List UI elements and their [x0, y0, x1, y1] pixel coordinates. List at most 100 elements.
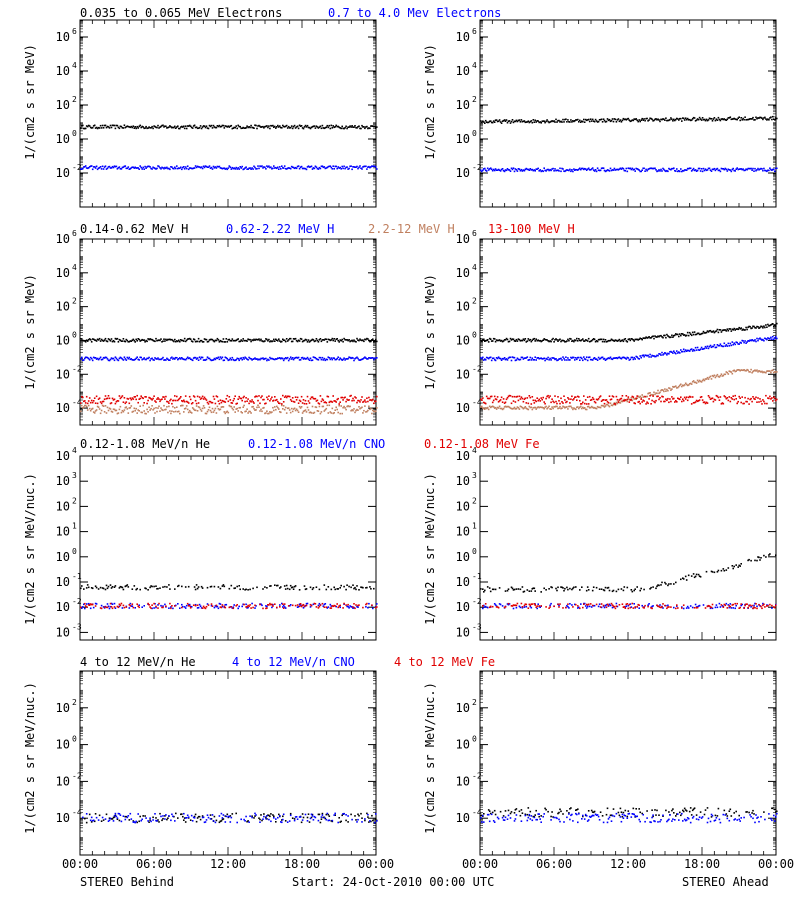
data-point [371, 125, 373, 127]
data-point [645, 336, 647, 338]
data-point [201, 167, 204, 170]
data-point [723, 118, 726, 120]
data-point [369, 127, 371, 130]
data-point [152, 339, 154, 342]
data-point [547, 356, 549, 359]
data-point [223, 167, 226, 169]
data-point [336, 125, 338, 128]
data-point [659, 397, 661, 399]
data-point [329, 127, 332, 130]
data-point [294, 356, 297, 359]
data-point [583, 358, 586, 360]
data-point [273, 409, 275, 412]
data-point [222, 124, 225, 127]
data-point [101, 124, 104, 127]
data-point [682, 117, 684, 119]
data-point [325, 358, 328, 361]
data-point [731, 168, 734, 171]
data-point [105, 168, 108, 170]
data-point [638, 396, 640, 399]
data-point [277, 124, 279, 127]
data-point [739, 168, 741, 170]
data-point [527, 408, 530, 411]
data-point [534, 406, 536, 409]
data-point [676, 117, 678, 120]
data-point [128, 126, 131, 128]
data-point [128, 402, 131, 405]
data-point [580, 121, 582, 123]
data-point [519, 169, 522, 172]
data-point [301, 412, 304, 414]
data-point [759, 326, 761, 329]
data-point [267, 126, 269, 129]
data-point [186, 125, 189, 127]
data-point [289, 398, 292, 401]
data-point [170, 398, 172, 401]
data-point [683, 334, 686, 336]
data-point [752, 167, 754, 170]
data-point [165, 359, 167, 361]
data-point [276, 584, 278, 587]
data-point [560, 357, 562, 360]
legend-row3-s2: 0.12-1.08 MeV/n CNO [248, 437, 385, 451]
data-point [354, 166, 356, 168]
data-point [281, 404, 283, 407]
data-point [172, 167, 174, 170]
data-point [112, 340, 115, 342]
data-point [81, 338, 83, 340]
data-point [565, 406, 567, 408]
data-point [357, 357, 359, 360]
data-point [572, 356, 574, 359]
data-point [337, 339, 339, 342]
data-point [231, 356, 234, 359]
data-point [138, 338, 140, 341]
data-point [488, 405, 491, 408]
data-point [84, 165, 87, 167]
data-point [481, 340, 483, 342]
data-point [710, 346, 713, 349]
data-point [752, 325, 754, 328]
data-point [302, 399, 305, 401]
data-point [558, 400, 560, 402]
data-point [269, 166, 271, 169]
data-point [608, 357, 611, 360]
data-point [164, 398, 166, 400]
data-point [677, 170, 679, 173]
data-point [775, 325, 777, 327]
data-point [197, 166, 200, 168]
data-point [365, 411, 367, 413]
data-point [182, 126, 184, 128]
data-point [284, 395, 287, 397]
data-point [729, 116, 732, 118]
data-point [667, 397, 669, 400]
data-point [376, 340, 378, 343]
data-point [305, 411, 308, 413]
data-point [164, 603, 166, 606]
data-point [289, 584, 292, 587]
data-point [698, 116, 701, 119]
data-point [82, 407, 84, 409]
data-point [164, 125, 166, 127]
data-point [727, 329, 730, 332]
data-point [299, 125, 302, 127]
data-point [139, 588, 141, 591]
data-point [688, 395, 691, 398]
data-point [308, 411, 311, 414]
data-point [240, 397, 242, 400]
data-point [681, 333, 683, 335]
data-point [582, 359, 584, 362]
data-point [139, 340, 141, 342]
data-point [558, 358, 560, 360]
data-point [310, 412, 313, 414]
data-point [352, 397, 354, 400]
data-point [563, 395, 565, 397]
data-point [735, 341, 737, 343]
data-point [147, 589, 149, 591]
data-point [694, 120, 697, 122]
data-point [118, 408, 121, 411]
data-point [300, 395, 303, 398]
data-point [686, 331, 689, 334]
data-point [769, 324, 771, 327]
data-point [355, 409, 357, 412]
